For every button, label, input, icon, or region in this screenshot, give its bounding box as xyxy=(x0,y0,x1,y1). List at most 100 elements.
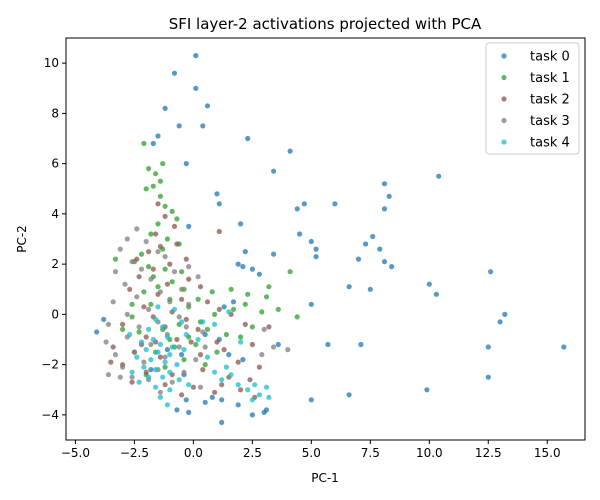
point-task-3 xyxy=(186,301,192,307)
point-task-1 xyxy=(204,326,211,332)
point-task-0 xyxy=(193,53,199,59)
point-task-2 xyxy=(110,344,116,350)
point-task-4 xyxy=(238,339,244,345)
point-task-0 xyxy=(308,397,314,403)
point-task-2 xyxy=(219,382,225,388)
point-task-2 xyxy=(141,304,147,310)
point-task-3 xyxy=(285,347,291,353)
x-tick-label: −5.0 xyxy=(61,446,90,460)
point-task-2 xyxy=(157,354,163,360)
point-task-2 xyxy=(120,321,126,327)
point-task-0 xyxy=(174,407,180,413)
point-task-0 xyxy=(176,123,182,129)
x-tick-label: −2.5 xyxy=(120,446,149,460)
legend-marker-task-0 xyxy=(501,53,507,59)
point-task-2 xyxy=(150,266,156,272)
legend-box xyxy=(485,42,580,155)
point-task-2 xyxy=(164,281,170,287)
point-task-2 xyxy=(212,389,218,395)
y-tick-label: 10 xyxy=(44,56,59,70)
chart-title: SFI layer-2 activations projected with P… xyxy=(169,15,482,33)
y-tick-label: 8 xyxy=(51,106,59,120)
point-task-3 xyxy=(202,344,208,350)
point-task-0 xyxy=(301,201,307,207)
point-task-0 xyxy=(183,161,189,167)
x-axis-label: PC-1 xyxy=(311,471,339,485)
x-tick-label: 15.0 xyxy=(534,446,561,460)
point-task-2 xyxy=(190,384,196,390)
point-task-1 xyxy=(146,264,152,270)
point-task-1 xyxy=(181,357,187,363)
point-task-0 xyxy=(164,347,170,353)
point-task-2 xyxy=(188,339,194,345)
x-tick-label: 7.5 xyxy=(361,446,380,460)
point-task-1 xyxy=(228,286,234,292)
point-task-1 xyxy=(249,324,255,330)
point-task-4 xyxy=(226,309,232,315)
point-task-0 xyxy=(238,221,244,227)
point-task-4 xyxy=(219,377,225,383)
y-axis: −4 −2 0 2 4 6 8 10 xyxy=(41,56,66,422)
point-task-0 xyxy=(204,103,211,109)
point-task-4 xyxy=(266,394,272,400)
point-task-2 xyxy=(216,228,222,235)
point-task-0 xyxy=(561,344,567,350)
legend-label-task-4: task 4 xyxy=(530,136,570,151)
point-task-1 xyxy=(275,306,281,312)
x-tick-label: 12.5 xyxy=(475,446,502,460)
point-task-1 xyxy=(214,349,220,355)
point-task-3 xyxy=(200,329,206,335)
point-task-0 xyxy=(183,397,189,403)
point-task-1 xyxy=(266,284,272,290)
point-task-0 xyxy=(256,271,262,277)
point-task-0 xyxy=(433,291,439,297)
x-axis: −5.0 −2.5 0.0 2.5 5.0 7.5 10.0 12.5 15.0 xyxy=(61,440,561,460)
point-task-2 xyxy=(238,387,244,393)
point-task-1 xyxy=(238,334,244,340)
x-tick-label: 0.0 xyxy=(184,446,203,460)
point-task-4 xyxy=(141,364,147,370)
point-task-3 xyxy=(157,389,163,395)
point-task-0 xyxy=(193,85,199,91)
point-task-2 xyxy=(186,276,192,282)
point-task-0 xyxy=(485,374,491,380)
point-task-0 xyxy=(216,201,222,207)
point-task-3 xyxy=(117,246,123,252)
point-task-4 xyxy=(155,304,161,310)
point-task-4 xyxy=(256,392,262,398)
point-task-1 xyxy=(209,289,215,295)
point-task-1 xyxy=(245,291,251,297)
point-task-2 xyxy=(153,231,159,237)
point-task-2 xyxy=(174,241,180,247)
point-task-3 xyxy=(171,269,178,275)
point-task-2 xyxy=(197,352,204,358)
point-task-1 xyxy=(242,301,248,307)
point-task-3 xyxy=(261,326,267,332)
point-task-0 xyxy=(235,402,241,408)
point-task-4 xyxy=(235,382,241,388)
point-task-0 xyxy=(271,251,277,257)
point-task-1 xyxy=(150,183,156,189)
point-task-2 xyxy=(235,359,241,365)
point-task-3 xyxy=(117,374,123,380)
y-tick-label: −4 xyxy=(41,408,59,422)
point-task-2 xyxy=(129,379,135,385)
point-task-1 xyxy=(287,269,293,275)
point-task-4 xyxy=(160,374,166,380)
y-axis-label: PC-2 xyxy=(15,225,29,253)
point-task-2 xyxy=(216,306,222,312)
legend-marker-task-3 xyxy=(501,117,507,124)
point-task-4 xyxy=(223,364,229,370)
y-tick-label: 2 xyxy=(51,257,59,271)
point-task-0 xyxy=(363,241,369,247)
point-task-0 xyxy=(485,344,491,350)
x-tick-label: 5.0 xyxy=(302,446,321,460)
point-task-4 xyxy=(129,369,135,375)
point-task-4 xyxy=(174,362,180,368)
point-task-2 xyxy=(183,256,189,262)
point-task-0 xyxy=(219,419,225,425)
point-task-0 xyxy=(150,140,156,147)
point-task-2 xyxy=(171,223,178,229)
point-task-4 xyxy=(143,347,149,353)
point-task-1 xyxy=(169,208,175,214)
